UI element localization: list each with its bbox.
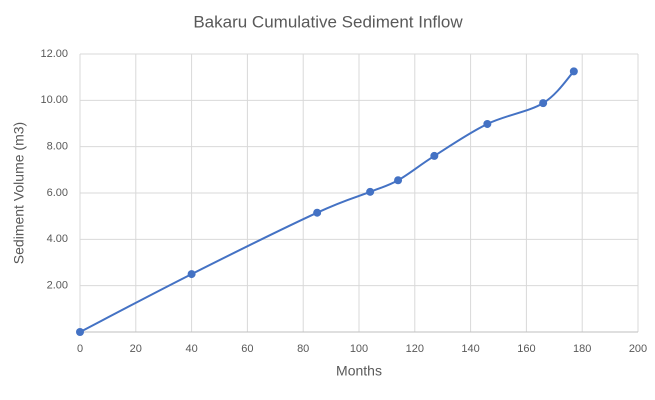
y-tick-label: 12.00 [40,48,68,60]
data-point [394,176,403,185]
data-point [569,67,578,76]
data-point [313,208,322,217]
chart-title: Bakaru Cumulative Sediment Inflow [193,12,463,31]
y-tick-label: 8.00 [47,141,68,153]
x-tick-label: 140 [461,343,479,355]
data-point [483,119,492,128]
x-tick-label: 180 [573,343,591,355]
x-tick-label: 60 [241,343,253,355]
data-point [430,151,439,160]
data-point [76,328,84,336]
data-point [539,99,548,108]
y-axis-title: Sediment Volume (m3) [11,122,27,264]
x-tick-label: 160 [517,343,535,355]
y-tick-label: 2.00 [47,280,68,292]
x-tick-label: 20 [130,343,142,355]
data-point [187,270,196,279]
data-point [366,187,375,196]
y-tick-label: 6.00 [47,187,68,199]
x-tick-label: 80 [297,343,309,355]
x-tick-label: 200 [629,343,647,355]
x-tick-label: 100 [350,343,368,355]
x-tick-label: 120 [406,343,424,355]
y-tick-label: 10.00 [40,94,68,106]
x-tick-label: 0 [77,343,83,355]
x-tick-label: 40 [185,343,197,355]
y-tick-label: 4.00 [47,233,68,245]
x-axis-title: Months [336,363,382,379]
